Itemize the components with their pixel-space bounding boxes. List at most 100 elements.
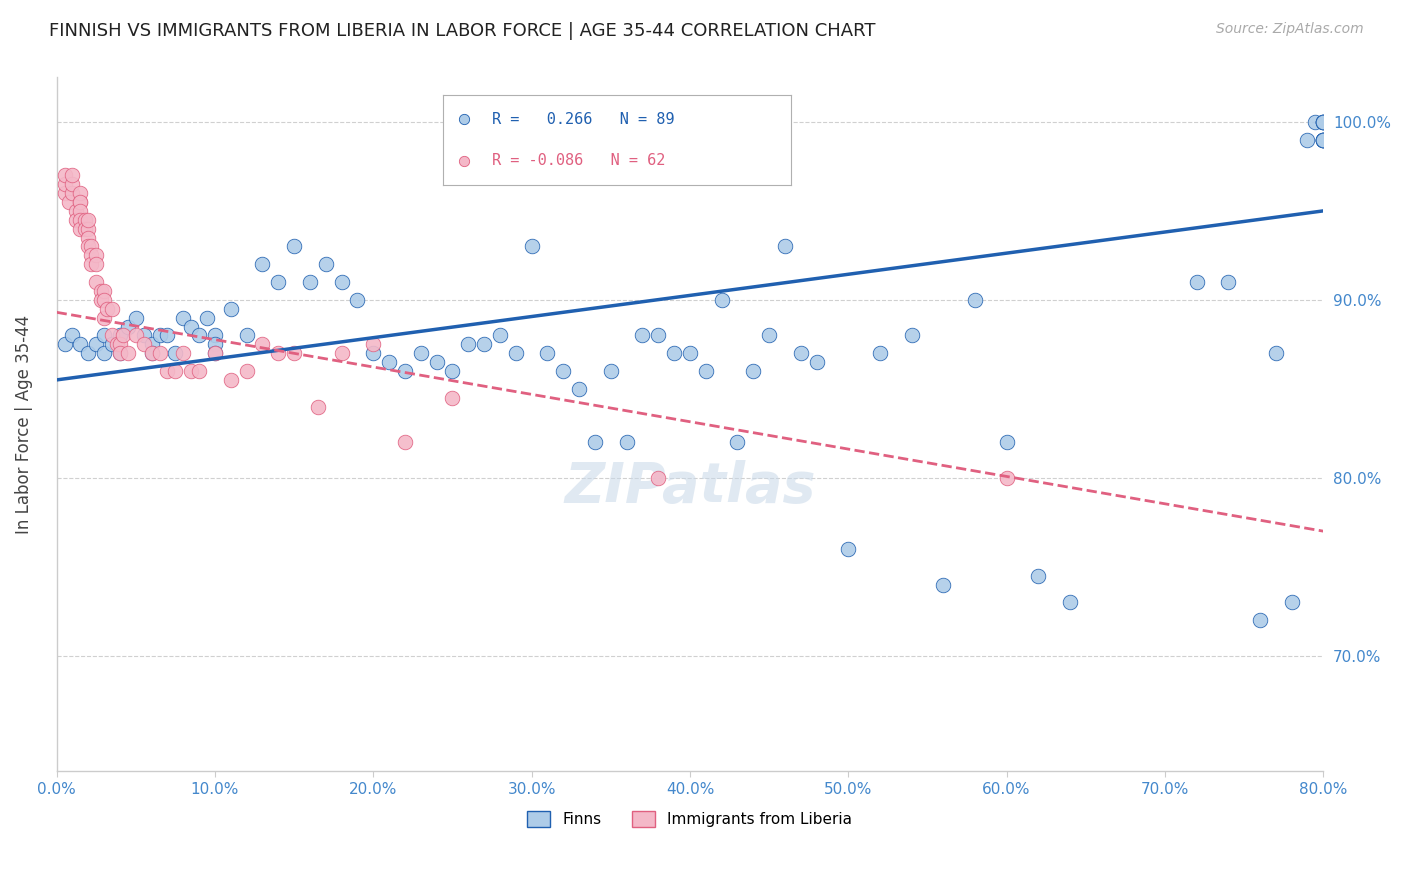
Point — [141, 346, 163, 360]
Point — [69, 221, 91, 235]
Point — [77, 239, 100, 253]
Point — [932, 577, 955, 591]
Point — [90, 284, 112, 298]
Point — [235, 364, 257, 378]
Point — [1296, 133, 1319, 147]
Point — [409, 346, 432, 360]
Point — [869, 346, 891, 360]
Point — [69, 337, 91, 351]
Point — [1312, 133, 1334, 147]
Point — [536, 346, 558, 360]
Point — [1312, 115, 1334, 129]
Point — [1249, 613, 1271, 627]
Point — [112, 328, 135, 343]
Point — [361, 346, 384, 360]
Point — [172, 346, 194, 360]
Point — [1218, 275, 1240, 289]
Point — [80, 248, 103, 262]
Point — [790, 346, 813, 360]
Point — [616, 435, 638, 450]
Point — [441, 391, 464, 405]
Point — [378, 355, 401, 369]
Point — [647, 471, 669, 485]
Point — [80, 257, 103, 271]
Point — [58, 194, 80, 209]
Point — [553, 364, 575, 378]
Point — [148, 328, 170, 343]
Point — [963, 293, 986, 307]
Point — [117, 346, 139, 360]
Point — [188, 328, 211, 343]
Point — [1312, 133, 1334, 147]
Point — [568, 382, 591, 396]
Point — [505, 346, 527, 360]
Point — [742, 364, 765, 378]
Point — [69, 194, 91, 209]
Point — [93, 284, 115, 298]
Point — [132, 328, 155, 343]
Point — [995, 435, 1018, 450]
Point — [330, 275, 353, 289]
Point — [631, 328, 654, 343]
Point — [108, 328, 131, 343]
Point — [93, 346, 115, 360]
Point — [995, 471, 1018, 485]
Point — [101, 337, 124, 351]
Legend: Finns, Immigrants from Liberia: Finns, Immigrants from Liberia — [522, 805, 859, 833]
Point — [165, 364, 187, 378]
Point — [1312, 133, 1334, 147]
Point — [710, 293, 733, 307]
Point — [204, 346, 226, 360]
Point — [394, 435, 416, 450]
Point — [108, 337, 131, 351]
Point — [65, 203, 87, 218]
Point — [441, 364, 464, 378]
Point — [165, 346, 187, 360]
Point — [172, 310, 194, 325]
Point — [267, 346, 290, 360]
Point — [69, 186, 91, 200]
Point — [1185, 275, 1208, 289]
Point — [204, 346, 226, 360]
Point — [252, 337, 274, 351]
Point — [662, 346, 685, 360]
Point — [156, 364, 179, 378]
Point — [84, 257, 107, 271]
Point — [330, 346, 353, 360]
Point — [346, 293, 368, 307]
Y-axis label: In Labor Force | Age 35-44: In Labor Force | Age 35-44 — [15, 315, 32, 534]
Point — [252, 257, 274, 271]
Point — [156, 328, 179, 343]
Point — [65, 212, 87, 227]
Point — [599, 364, 621, 378]
Point — [62, 186, 84, 200]
Point — [84, 248, 107, 262]
Point — [77, 221, 100, 235]
Point — [267, 275, 290, 289]
Point — [180, 319, 202, 334]
Point — [62, 328, 84, 343]
Point — [219, 373, 242, 387]
Point — [117, 319, 139, 334]
Point — [77, 230, 100, 244]
Point — [80, 239, 103, 253]
Point — [725, 435, 748, 450]
Point — [1281, 595, 1303, 609]
Point — [219, 301, 242, 316]
Point — [53, 186, 76, 200]
Point — [53, 337, 76, 351]
Point — [90, 293, 112, 307]
Point — [69, 212, 91, 227]
Point — [101, 301, 124, 316]
Point — [53, 177, 76, 191]
Point — [426, 355, 449, 369]
Point — [520, 239, 543, 253]
Point — [84, 275, 107, 289]
Point — [141, 346, 163, 360]
Point — [394, 364, 416, 378]
Point — [1312, 115, 1334, 129]
Point — [1026, 568, 1049, 582]
Point — [283, 239, 305, 253]
Point — [1312, 115, 1334, 129]
Point — [69, 203, 91, 218]
